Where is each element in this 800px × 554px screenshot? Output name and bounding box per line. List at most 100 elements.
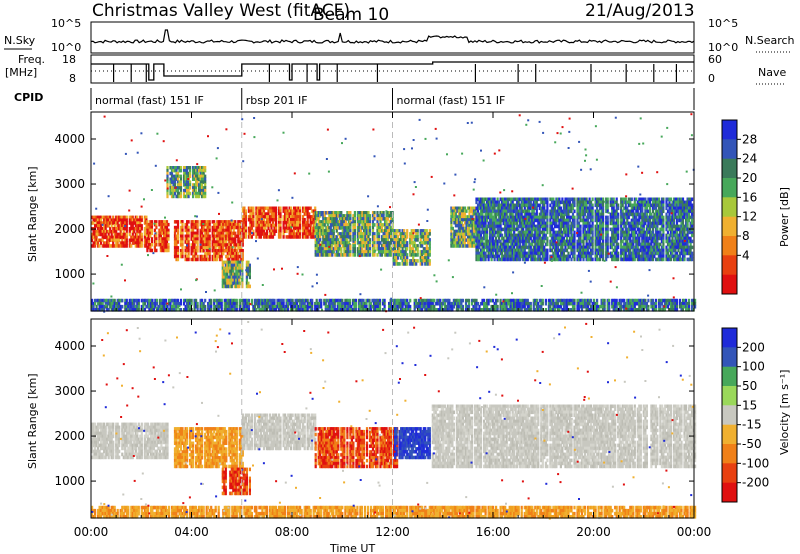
echo-cell: [359, 226, 362, 230]
echo-cell: [323, 238, 326, 242]
echo-cell: [364, 220, 367, 224]
echo-cell: [155, 243, 158, 247]
echo-cell: [184, 171, 187, 176]
echo-cell: [340, 241, 343, 245]
echo-cell: [471, 215, 474, 219]
echo-cell: [356, 247, 359, 251]
echo-cell: [97, 218, 100, 222]
echo-cell: [490, 197, 493, 202]
echo-cell: [195, 220, 198, 224]
echo-cell: [323, 250, 326, 254]
echo-cell: [248, 272, 251, 277]
echo-cell: [158, 243, 161, 247]
echo-cell: [317, 229, 320, 233]
echo-cell: [134, 218, 137, 222]
echo-cell: [147, 234, 150, 238]
echo-cell: [119, 215, 122, 220]
echo-cell: [329, 244, 332, 248]
echo-cell: [358, 235, 361, 239]
echo-cell: [216, 234, 219, 238]
echo-cell: [258, 235, 261, 239]
echo-cell: [454, 223, 457, 228]
echo-cell: [198, 191, 201, 196]
echo-cell: [252, 223, 255, 228]
echo-cell: [103, 215, 106, 220]
echo-cell: [130, 227, 133, 231]
echo-cell: [130, 221, 133, 225]
echo-cell: [457, 218, 460, 222]
echo-cell: [356, 232, 359, 236]
echo-cell: [450, 235, 453, 239]
echo-cell: [352, 220, 355, 224]
echo-cell: [98, 232, 101, 237]
echo-cell: [428, 238, 431, 242]
echo-cell: [226, 281, 229, 286]
echo-cell: [419, 238, 422, 242]
echo-cell: [195, 246, 198, 250]
echo-cell: [237, 231, 240, 236]
echo-cell: [235, 251, 238, 256]
echo-cell: [468, 226, 471, 231]
echo-cell: [164, 234, 167, 238]
echo-cell: [196, 171, 199, 176]
echo-cell: [475, 221, 478, 226]
echo-cell: [223, 220, 226, 224]
echo-cell: [136, 224, 139, 228]
echo-cell: [250, 223, 253, 228]
echo-cell: [258, 229, 261, 233]
echo-cell: [247, 284, 250, 289]
echo-cell: [471, 221, 474, 225]
echo-cell: [325, 247, 328, 251]
echo-cell: [236, 284, 239, 289]
echo-cell: [489, 230, 492, 235]
echo-cell: [290, 218, 293, 222]
echo-cell: [359, 211, 362, 215]
echo-cell: [128, 221, 131, 225]
echo-cell: [412, 250, 415, 254]
echo-cell: [492, 203, 495, 208]
echo-cell: [187, 254, 190, 259]
echo-cell: [243, 206, 246, 210]
echo-cell: [97, 224, 100, 228]
echo-cell: [91, 215, 94, 220]
echo-cell: [247, 281, 250, 286]
echo-cell: [262, 223, 266, 228]
echo-cell: [395, 259, 398, 263]
echo-cell: [486, 203, 489, 208]
echo-cell: [256, 226, 259, 231]
echo-cell: [481, 200, 484, 205]
echo-cell: [326, 250, 329, 254]
echo-cell: [94, 229, 97, 234]
echo-cell: [187, 243, 190, 247]
echo-cell: [238, 246, 241, 250]
echo-cell: [341, 214, 344, 218]
echo-cell: [103, 232, 106, 237]
echo-cell: [198, 194, 201, 199]
echo-cell: [165, 248, 169, 253]
echo-cell: [309, 218, 312, 222]
echo-cell: [134, 224, 137, 228]
echo-cell: [316, 232, 319, 236]
echo-cell: [175, 228, 178, 233]
echo-cell: [208, 240, 211, 244]
echo-cell: [268, 206, 272, 210]
echo-cell: [255, 229, 258, 233]
echo-cell: [502, 215, 505, 220]
echo-cell: [220, 228, 223, 233]
echo-cell: [175, 246, 178, 250]
echo-cell: [235, 234, 238, 238]
echo-cell: [199, 222, 202, 227]
echo-cell: [323, 241, 326, 245]
echo-cell: [112, 238, 115, 242]
echo-cell: [184, 180, 187, 184]
echo-cell: [239, 275, 242, 280]
echo-cell: [241, 206, 244, 210]
echo-cell: [100, 238, 103, 242]
echo-cell: [472, 238, 476, 242]
echo-cell: [403, 232, 406, 236]
echo-cell: [469, 244, 473, 248]
echo-cell: [314, 253, 317, 257]
echo-cell: [140, 244, 143, 248]
echo-cell: [196, 246, 199, 250]
echo-cell: [208, 249, 211, 253]
